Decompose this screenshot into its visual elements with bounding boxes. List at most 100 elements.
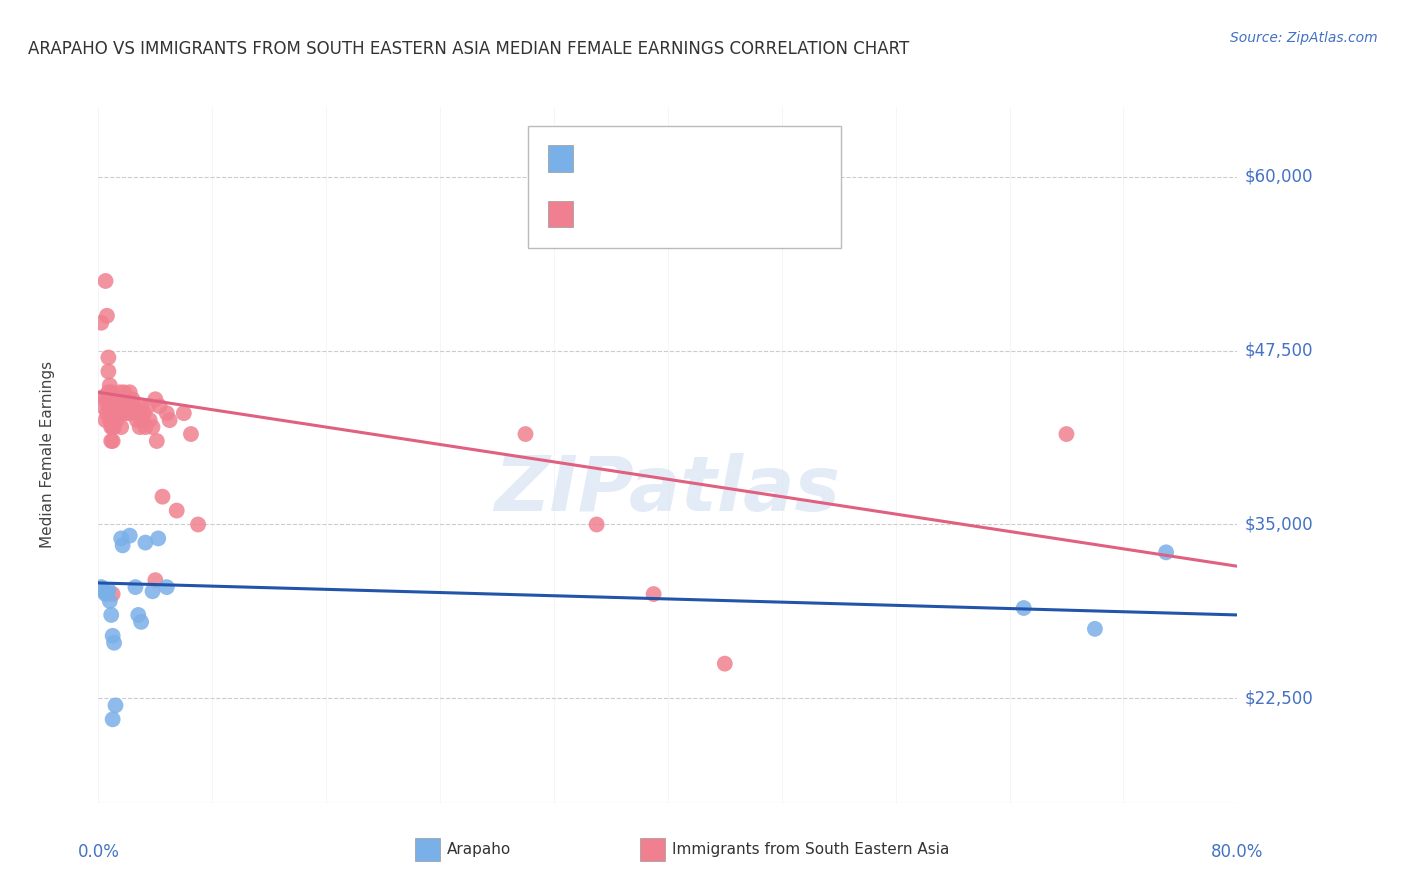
Point — [98, 399, 121, 413]
Point — [141, 584, 163, 599]
Point — [97, 582, 120, 597]
Point — [515, 427, 537, 442]
Point — [110, 532, 132, 546]
Point — [124, 406, 146, 420]
Text: R =: R = — [582, 149, 617, 168]
Point — [122, 399, 145, 413]
Point — [156, 406, 179, 420]
Point — [94, 413, 117, 427]
Text: $22,500: $22,500 — [1244, 690, 1313, 707]
Point — [100, 420, 122, 434]
Text: Arapaho: Arapaho — [447, 842, 512, 857]
Point — [104, 399, 127, 413]
Point — [124, 580, 146, 594]
Point — [121, 392, 143, 407]
Point — [97, 385, 120, 400]
Point — [104, 698, 127, 713]
Point — [148, 532, 170, 546]
Point — [118, 406, 141, 420]
Point — [125, 413, 148, 427]
Text: $47,500: $47,500 — [1244, 342, 1313, 359]
Point — [96, 406, 118, 420]
Point — [90, 580, 112, 594]
Point — [114, 399, 136, 413]
Point — [146, 434, 169, 448]
Point — [585, 517, 607, 532]
Point — [100, 607, 122, 622]
Point — [187, 517, 209, 532]
Text: R =: R = — [582, 205, 617, 223]
Point — [180, 427, 202, 442]
Point — [91, 399, 114, 413]
Point — [97, 364, 120, 378]
Point — [134, 535, 156, 549]
Point — [128, 420, 150, 434]
Point — [149, 399, 172, 413]
Point — [714, 657, 737, 671]
Point — [107, 392, 129, 407]
Point — [115, 392, 138, 407]
Point — [93, 584, 115, 599]
Point — [127, 607, 149, 622]
Point — [132, 406, 155, 420]
Point — [129, 399, 152, 413]
Text: Immigrants from South Eastern Asia: Immigrants from South Eastern Asia — [672, 842, 949, 857]
Point — [110, 406, 132, 420]
Point — [152, 490, 174, 504]
Point — [108, 385, 131, 400]
Point — [1154, 545, 1177, 559]
Point — [100, 406, 122, 420]
Point — [98, 413, 121, 427]
Point — [98, 378, 121, 392]
Point — [166, 503, 188, 517]
Text: 80.0%: 80.0% — [1211, 843, 1264, 861]
Point — [145, 573, 167, 587]
Text: ARAPAHO VS IMMIGRANTS FROM SOUTH EASTERN ASIA MEDIAN FEMALE EARNINGS CORRELATION: ARAPAHO VS IMMIGRANTS FROM SOUTH EASTERN… — [28, 40, 910, 58]
Point — [156, 580, 179, 594]
Point — [105, 413, 128, 427]
Point — [107, 406, 129, 420]
Point — [145, 392, 167, 407]
Point — [1084, 622, 1107, 636]
Point — [103, 406, 125, 420]
Point — [94, 587, 117, 601]
Text: N =: N = — [681, 149, 717, 168]
Text: $35,000: $35,000 — [1244, 516, 1313, 533]
Point — [98, 594, 121, 608]
Point — [111, 538, 134, 552]
Text: Source: ZipAtlas.com: Source: ZipAtlas.com — [1230, 31, 1378, 45]
Point — [173, 406, 195, 420]
Text: N =: N = — [681, 205, 717, 223]
Point — [108, 399, 131, 413]
Point — [141, 420, 163, 434]
Text: Median Female Earnings: Median Female Earnings — [39, 361, 55, 549]
Point — [94, 392, 117, 407]
Point — [115, 406, 138, 420]
Point — [103, 420, 125, 434]
Point — [100, 385, 122, 400]
Point — [131, 413, 153, 427]
Point — [1012, 601, 1035, 615]
Text: ZIPatlas: ZIPatlas — [495, 453, 841, 526]
Point — [94, 274, 117, 288]
Point — [112, 385, 135, 400]
Text: 70: 70 — [720, 205, 742, 223]
Point — [159, 413, 181, 427]
Point — [1056, 427, 1078, 442]
Point — [100, 434, 122, 448]
Text: 0.0%: 0.0% — [77, 843, 120, 861]
Point — [101, 629, 124, 643]
Point — [136, 399, 159, 413]
Point — [127, 406, 149, 420]
Point — [96, 309, 118, 323]
Point — [97, 351, 120, 365]
Point — [101, 434, 124, 448]
Point — [134, 420, 156, 434]
Point — [101, 587, 124, 601]
Point — [118, 385, 141, 400]
Text: 24: 24 — [720, 149, 742, 168]
Point — [129, 615, 152, 629]
Text: $60,000: $60,000 — [1244, 168, 1313, 186]
Point — [101, 712, 124, 726]
Point — [103, 636, 125, 650]
